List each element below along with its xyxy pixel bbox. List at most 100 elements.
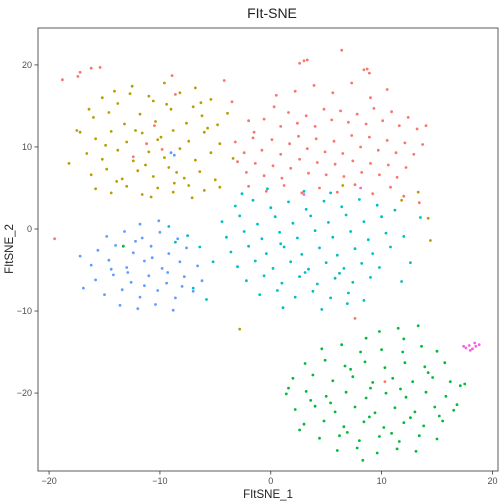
data-point <box>416 324 420 328</box>
data-point <box>151 175 155 178</box>
data-point <box>222 79 226 82</box>
data-point <box>455 403 459 406</box>
data-point <box>452 408 456 412</box>
data-point <box>444 394 448 398</box>
data-point <box>323 150 327 154</box>
data-point <box>331 235 335 239</box>
data-point <box>87 107 91 111</box>
data-point <box>171 308 175 312</box>
data-point <box>114 244 117 247</box>
data-point <box>341 184 345 187</box>
data-point <box>421 143 424 146</box>
data-point <box>200 114 204 118</box>
data-point <box>125 266 129 269</box>
data-point <box>191 105 195 109</box>
data-point <box>279 152 283 156</box>
data-point <box>171 129 175 132</box>
data-point <box>312 84 316 87</box>
data-point <box>151 99 155 103</box>
data-point <box>313 404 317 408</box>
data-point <box>260 237 264 241</box>
data-point <box>343 364 347 368</box>
data-point <box>82 286 85 290</box>
x-axis-title: FItSNE_1 <box>243 489 293 501</box>
data-point <box>264 189 268 193</box>
data-point <box>262 274 266 278</box>
data-point <box>278 230 281 234</box>
data-point <box>128 92 132 95</box>
data-point <box>115 180 119 183</box>
data-point <box>400 280 403 283</box>
data-point <box>437 414 441 418</box>
data-point <box>116 102 120 105</box>
data-point <box>149 244 153 248</box>
data-point <box>174 240 177 244</box>
data-point <box>166 271 170 274</box>
data-point <box>402 421 406 424</box>
data-point <box>411 380 415 383</box>
data-point <box>138 222 142 226</box>
data-point <box>113 89 116 93</box>
data-point <box>393 406 397 410</box>
data-point <box>75 129 79 132</box>
data-point <box>280 281 284 285</box>
data-point <box>160 148 164 151</box>
data-point <box>150 256 154 260</box>
data-point <box>175 171 179 174</box>
data-point <box>252 130 256 134</box>
data-point <box>417 201 421 205</box>
data-point <box>395 447 399 451</box>
data-point <box>349 230 352 233</box>
data-point <box>230 100 234 104</box>
data-point <box>109 130 113 133</box>
data-point <box>53 237 56 241</box>
data-point <box>369 96 372 100</box>
data-point <box>107 258 111 262</box>
data-point <box>143 284 146 287</box>
data-point <box>107 111 111 114</box>
data-point <box>118 303 122 307</box>
data-point <box>362 68 366 72</box>
data-point <box>384 391 388 395</box>
data-point <box>322 419 326 423</box>
points-layer <box>53 48 481 462</box>
data-point <box>350 134 354 137</box>
data-point <box>333 410 337 414</box>
data-point <box>262 117 266 121</box>
data-point <box>353 183 357 187</box>
y-tick-label: 10 <box>22 142 32 152</box>
data-point <box>390 110 393 114</box>
data-point <box>284 392 288 396</box>
data-point <box>413 410 417 414</box>
data-point <box>344 390 348 394</box>
data-point <box>226 111 229 115</box>
data-point <box>231 157 235 160</box>
data-point <box>293 295 297 299</box>
data-point <box>302 189 306 193</box>
data-point <box>402 337 406 341</box>
data-point <box>167 225 171 228</box>
data-point <box>171 190 175 194</box>
data-point <box>191 289 195 293</box>
plot-panel <box>37 27 499 472</box>
data-point <box>313 229 317 233</box>
data-point <box>147 274 151 278</box>
data-point <box>327 221 330 224</box>
data-point <box>198 245 202 249</box>
y-tick-label: 20 <box>22 60 32 70</box>
data-point <box>236 265 239 269</box>
data-point <box>347 291 350 295</box>
x-tick-label: −10 <box>152 476 167 486</box>
data-point <box>424 124 428 127</box>
data-point <box>371 252 375 256</box>
data-point <box>307 171 310 175</box>
data-point <box>109 267 113 271</box>
data-point <box>165 281 169 285</box>
data-point <box>351 375 355 379</box>
data-point <box>305 58 309 62</box>
data-point <box>324 261 328 264</box>
data-point <box>426 216 430 220</box>
data-point <box>205 298 208 301</box>
data-point <box>158 230 162 234</box>
data-point <box>260 148 264 152</box>
